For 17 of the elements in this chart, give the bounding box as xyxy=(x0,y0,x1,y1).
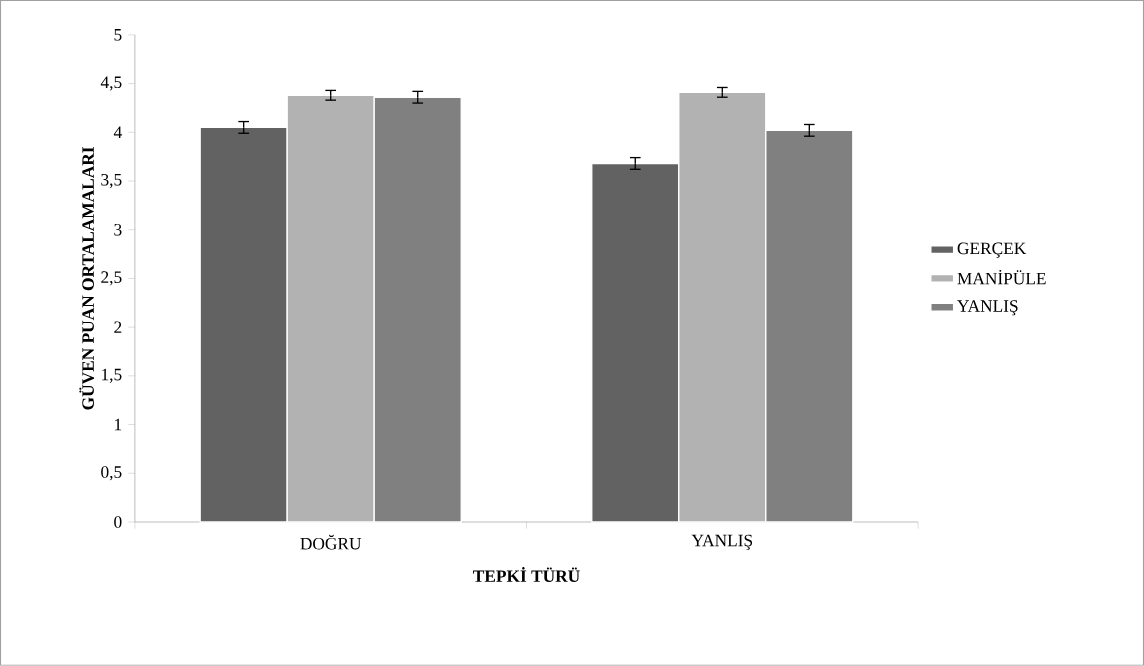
legend-label: MANİPÜLE xyxy=(957,270,1046,285)
y-tick-label: 3 xyxy=(114,223,122,236)
y-tick-label: 0 xyxy=(114,516,122,528)
y-tick-label: 1,5 xyxy=(102,368,122,383)
y-tick-label: 4,5 xyxy=(100,76,122,91)
legend-label: GERÇEK xyxy=(957,242,1027,258)
y-tick-label: 5 xyxy=(114,29,122,41)
x-tick-label: DOĞRU xyxy=(300,534,362,550)
y-tick-label: 2,5 xyxy=(101,271,122,286)
y-tick-label: 1 xyxy=(115,418,122,431)
y-tick-label: 3,5 xyxy=(101,173,122,189)
x-axis-title: TEPKİ TÜRÜ xyxy=(473,567,580,583)
y-tick-label: 2 xyxy=(114,321,122,333)
y-tick-label: 0,5 xyxy=(101,466,122,481)
legend-label: YANLIŞ xyxy=(957,300,1018,316)
y-axis-title: GÜVEN PUAN ORTALAMALARI xyxy=(79,147,95,410)
y-tick-label: 4 xyxy=(113,126,122,139)
